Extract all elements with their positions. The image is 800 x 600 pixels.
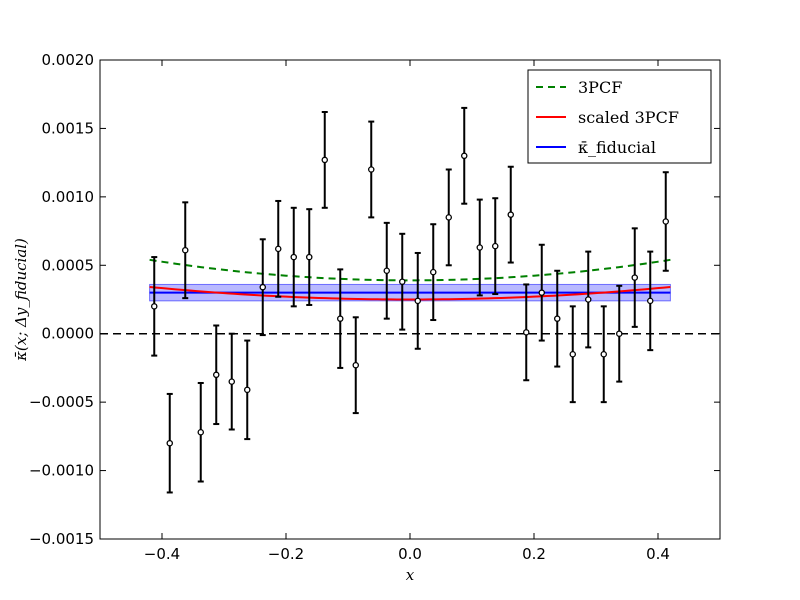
data-point bbox=[150, 256, 158, 357]
data-point bbox=[352, 316, 359, 415]
x-axis-label: x bbox=[406, 566, 415, 584]
y-tick-label: 0.0010 bbox=[42, 188, 95, 206]
point-marker bbox=[274, 245, 282, 253]
x-axis: −0.4 −0.2 0.0 0.2 0.4 bbox=[144, 60, 670, 563]
point-marker bbox=[259, 283, 266, 291]
y-tick-label: 0.0020 bbox=[42, 51, 95, 69]
data-point bbox=[259, 238, 266, 337]
data-point bbox=[445, 168, 452, 267]
x-tick-label: 0.2 bbox=[522, 545, 546, 563]
y-axis-label: κ̄(x; Δy_fiducial) bbox=[12, 238, 30, 362]
data-point bbox=[274, 199, 282, 298]
point-marker bbox=[290, 253, 297, 261]
point-marker bbox=[243, 386, 251, 394]
legend-label: κ̄_fiducial bbox=[578, 138, 656, 157]
point-marker bbox=[460, 152, 468, 160]
data-point bbox=[336, 268, 344, 369]
point-marker bbox=[398, 278, 406, 285]
point-marker bbox=[662, 218, 670, 225]
legend-label: scaled 3PCF bbox=[578, 108, 679, 127]
point-marker bbox=[166, 439, 173, 447]
x-tick-label: 0.4 bbox=[646, 545, 670, 563]
y-axis: −0.0015 −0.0010 −0.0005 0.0000 0.0005 0.0010 0… bbox=[29, 51, 720, 548]
y-tick-label: −0.0005 bbox=[29, 393, 94, 411]
point-marker bbox=[538, 289, 546, 296]
data-point bbox=[569, 305, 577, 404]
point-marker bbox=[228, 378, 235, 385]
data-point bbox=[398, 232, 406, 331]
data-point bbox=[507, 165, 514, 264]
data-point bbox=[647, 250, 654, 352]
point-marker bbox=[212, 371, 220, 379]
data-point bbox=[197, 381, 204, 483]
series-3pcf-line bbox=[149, 258, 671, 282]
data-point bbox=[600, 305, 608, 404]
point-marker bbox=[197, 429, 204, 436]
data-point bbox=[305, 208, 313, 306]
plot-area bbox=[100, 106, 720, 494]
point-marker bbox=[523, 329, 530, 336]
x-tick-label: −0.4 bbox=[144, 545, 180, 563]
y-tick-label: 0.0015 bbox=[42, 119, 95, 137]
data-point bbox=[476, 198, 483, 297]
point-marker bbox=[181, 246, 189, 254]
data-point bbox=[212, 324, 220, 426]
y-tick-label: −0.0015 bbox=[29, 530, 94, 548]
data-point bbox=[585, 250, 592, 349]
data-point bbox=[243, 339, 251, 441]
point-marker bbox=[367, 166, 375, 173]
data-point bbox=[166, 392, 173, 494]
point-marker bbox=[616, 330, 623, 337]
legend-entry-fiducial: κ̄_fiducial bbox=[536, 138, 656, 157]
x-tick-label: 0.0 bbox=[398, 545, 422, 563]
point-marker bbox=[569, 350, 577, 358]
point-marker bbox=[600, 350, 608, 358]
y-tick-label: −0.0010 bbox=[29, 462, 94, 480]
data-point bbox=[662, 171, 670, 272]
data-point bbox=[631, 227, 639, 328]
data-point bbox=[228, 332, 235, 431]
point-marker bbox=[305, 253, 313, 261]
legend-entry-scaled-3pcf: scaled 3PCF bbox=[536, 108, 679, 127]
point-marker bbox=[491, 242, 499, 250]
legend-entry-3pcf: 3PCF bbox=[536, 78, 622, 97]
data-point bbox=[491, 197, 499, 296]
y-tick-label: 0.0005 bbox=[42, 256, 95, 274]
legend-label: 3PCF bbox=[578, 78, 622, 97]
point-marker bbox=[414, 297, 421, 305]
y-tick-label: 0.0000 bbox=[42, 325, 95, 343]
point-marker bbox=[631, 274, 639, 281]
data-point bbox=[429, 223, 437, 322]
data-point bbox=[290, 206, 297, 308]
legend: 3PCF scaled 3PCF κ̄_fiducial bbox=[527, 69, 712, 164]
data-point bbox=[383, 221, 390, 320]
data-point bbox=[616, 284, 623, 383]
x-tick-label: −0.2 bbox=[268, 545, 304, 563]
point-marker bbox=[352, 361, 359, 369]
point-marker bbox=[507, 211, 514, 218]
data-point bbox=[523, 283, 530, 382]
point-marker bbox=[647, 297, 654, 305]
point-marker bbox=[554, 315, 561, 322]
data-point bbox=[321, 111, 328, 209]
data-point bbox=[554, 269, 561, 368]
data-point bbox=[414, 251, 421, 350]
data-point bbox=[538, 243, 546, 342]
point-marker bbox=[321, 156, 328, 164]
point-marker bbox=[150, 303, 158, 310]
point-marker bbox=[336, 315, 344, 322]
data-point bbox=[367, 120, 375, 219]
point-marker bbox=[476, 244, 483, 251]
point-marker bbox=[445, 214, 452, 221]
data-point bbox=[181, 201, 189, 300]
data-point bbox=[460, 106, 468, 205]
series-scaled-3pcf-line bbox=[149, 285, 671, 301]
point-marker bbox=[383, 267, 390, 275]
point-marker bbox=[585, 296, 592, 303]
point-marker bbox=[429, 268, 437, 276]
